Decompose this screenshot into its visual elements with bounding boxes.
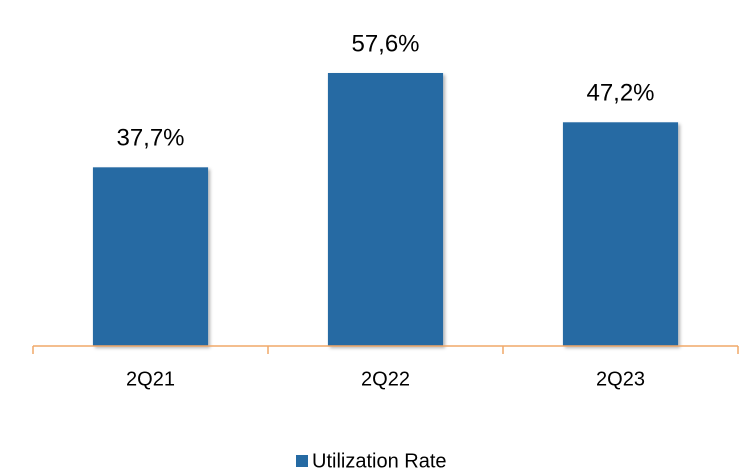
x-tick-label: 2Q22 [361, 368, 410, 390]
bar [92, 167, 209, 346]
legend-swatch [296, 455, 308, 467]
data-label: 57,6% [351, 30, 419, 57]
data-label: 47,2% [586, 80, 654, 107]
bar [562, 122, 679, 346]
bar [327, 72, 444, 346]
data-label: 37,7% [116, 125, 184, 152]
x-tick-label: 2Q21 [126, 368, 175, 390]
x-tick-label: 2Q23 [596, 368, 645, 390]
legend-label: Utilization Rate [312, 450, 447, 472]
